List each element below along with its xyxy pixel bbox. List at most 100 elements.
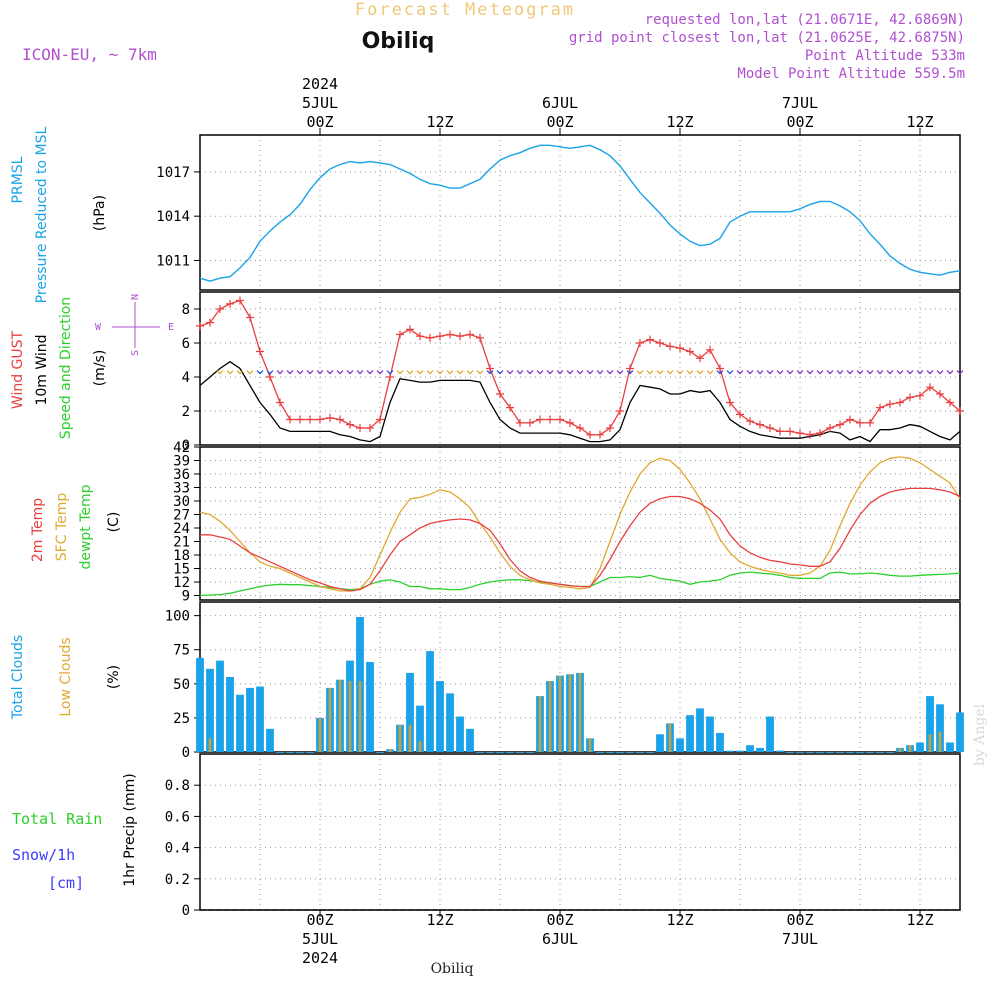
gust-marker [796, 429, 804, 438]
gust-marker [716, 364, 724, 373]
wind-arrow [426, 370, 434, 375]
time-label: 00Z [546, 113, 573, 131]
panel-frame [199, 753, 961, 911]
y-tick-label: 0 [182, 438, 190, 454]
wind-arrow [456, 370, 464, 375]
low-cloud-bar [668, 723, 672, 752]
sfc-label: SFC Temp [54, 493, 70, 562]
total-cloud-bar [796, 752, 804, 753]
gust-marker [326, 413, 334, 422]
wind-arrow [866, 370, 874, 375]
total-cloud-bar [866, 752, 874, 753]
y-tick-label: 0.4 [165, 841, 190, 857]
wind-arrow [936, 370, 944, 375]
wind-arrow [526, 370, 534, 375]
y-tick-label: 2 [182, 404, 190, 420]
snow-label: Snow/1h [12, 846, 75, 864]
watermark: by Angel [972, 703, 988, 766]
low-cloud-bar [538, 696, 542, 752]
wind-arrow [436, 370, 444, 375]
gust-marker [376, 415, 384, 424]
y-tick-label: 9 [182, 589, 190, 605]
gust-marker [906, 393, 914, 402]
gridpoint-coords: grid point closest lon,lat (21.0625E, 42… [569, 30, 965, 46]
total-cloud-bar [476, 752, 484, 753]
wind-arrow [616, 370, 624, 375]
low-cloud-bar [568, 674, 572, 752]
panel-frame [199, 134, 961, 291]
total-cloud-bar [606, 752, 614, 753]
requested-coords: requested lon,lat (21.0671E, 42.6869N) [645, 12, 965, 28]
gust-marker [546, 415, 554, 424]
wind-arrow [676, 370, 684, 375]
gust-marker [206, 318, 214, 327]
panel-frame [199, 446, 961, 601]
gust-marker [496, 390, 504, 398]
wind-arrow [946, 370, 954, 375]
wind-arrow [596, 370, 604, 375]
total-cloud-bar [216, 660, 224, 752]
time-label: 6JUL [542, 94, 578, 112]
time-label: 12Z [666, 911, 693, 929]
y-tick-label: 75 [173, 643, 190, 659]
gust-marker [226, 299, 234, 308]
gust-marker [636, 339, 644, 347]
time-label: 2024 [302, 949, 338, 967]
gust-marker [356, 424, 364, 432]
prmsl-label: PRMSL [10, 156, 26, 203]
gust-marker [956, 407, 964, 415]
compass-e: E [168, 322, 174, 333]
panel-precip: 0 0.2 0.4 0.6 0.8 [165, 753, 961, 919]
wind-arrow [296, 370, 304, 375]
footer-location: Obiliq [431, 961, 474, 977]
total-cloud-bar [276, 752, 284, 753]
wind-arrow [796, 370, 804, 375]
y-tick-label: 50 [173, 677, 190, 693]
y-tick-label: 0.2 [165, 872, 190, 888]
gust-marker [446, 330, 454, 339]
gust-marker [786, 427, 794, 436]
gust-marker [416, 332, 424, 341]
wind-arrow [576, 370, 584, 375]
wind-arrow [916, 370, 924, 375]
wind-arrow [346, 370, 354, 375]
wind-arrow [486, 370, 494, 375]
wind-arrow [776, 370, 784, 375]
gust-marker [336, 415, 344, 424]
gust-marker [506, 403, 514, 412]
total-cloud-bar [616, 752, 624, 753]
gust-marker [246, 313, 254, 322]
y-tick-label: 0.8 [165, 778, 190, 794]
wind-arrow [276, 370, 284, 375]
gust-marker [556, 415, 564, 424]
dewpt-label: dewpt Temp [78, 484, 94, 569]
total-cloud-bar [196, 657, 204, 752]
gust-marker [456, 332, 464, 341]
low-cloud-bar [208, 738, 212, 752]
wind-arrow [956, 370, 964, 375]
y-tick-label: 30 [173, 494, 190, 510]
gust-marker [306, 415, 314, 424]
total-cloud-bar [736, 750, 744, 752]
t2m-label: 2m Temp [30, 498, 46, 562]
total-cloud-bar [436, 681, 444, 752]
wind-arrow [646, 370, 654, 375]
wind-arrow [306, 370, 314, 375]
gust-marker [536, 415, 544, 424]
gust-marker [766, 424, 774, 432]
total-cloud-bar [766, 716, 774, 752]
low-cloud-bar [578, 672, 582, 752]
compass-s: S [130, 350, 141, 356]
total-cloud-bar [506, 752, 514, 753]
y-tick-label: 4 [182, 370, 190, 386]
wind-arrow [266, 370, 274, 375]
gust-marker [806, 430, 814, 439]
wind-arrow [686, 370, 694, 375]
gust-marker [296, 415, 304, 424]
y-tick-label: 27 [173, 508, 190, 524]
time-label: 5JUL [302, 930, 338, 948]
wind-arrow [556, 370, 564, 375]
